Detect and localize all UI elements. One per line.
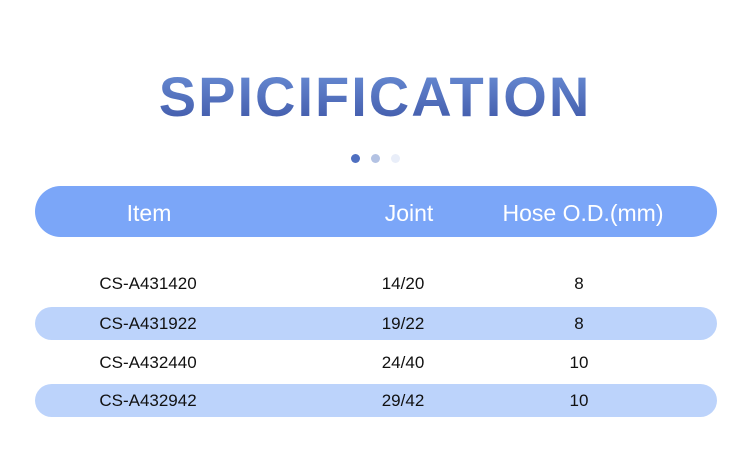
pager-dots <box>351 154 400 163</box>
pager-dot-active <box>351 154 360 163</box>
cell-item: CS-A432440 <box>99 353 197 372</box>
pager-dot <box>371 154 380 163</box>
cell-item: CS-A432942 <box>99 391 197 410</box>
cell-joint: 24/40 <box>381 353 425 372</box>
cell-hose-od: 8 <box>574 274 584 293</box>
header-joint: Joint <box>384 200 434 226</box>
pager-dot <box>391 154 400 163</box>
cell-joint: 19/22 <box>381 314 425 333</box>
cell-hose-od: 10 <box>569 391 589 410</box>
cell-hose-od: 8 <box>574 314 584 333</box>
cell-item: CS-A431420 <box>99 274 197 293</box>
table-header: Item Joint Hose O.D.(mm) <box>35 186 717 237</box>
cell-joint: 14/20 <box>381 274 425 293</box>
cell-hose-od: 10 <box>569 353 589 372</box>
table-row: CS-A431922 19/22 8 <box>35 307 717 340</box>
cell-item: CS-A431922 <box>99 314 197 333</box>
header-item: Item <box>126 200 172 226</box>
header-hose-od: Hose O.D.(mm) <box>502 200 664 226</box>
table-row: CS-A432942 29/42 10 <box>35 384 717 417</box>
page-title: SPICIFICATION <box>0 62 750 132</box>
cell-joint: 29/42 <box>381 391 425 410</box>
table-row: CS-A431420 14/20 8 <box>35 267 717 300</box>
table-row: CS-A432440 24/40 10 <box>35 346 717 379</box>
